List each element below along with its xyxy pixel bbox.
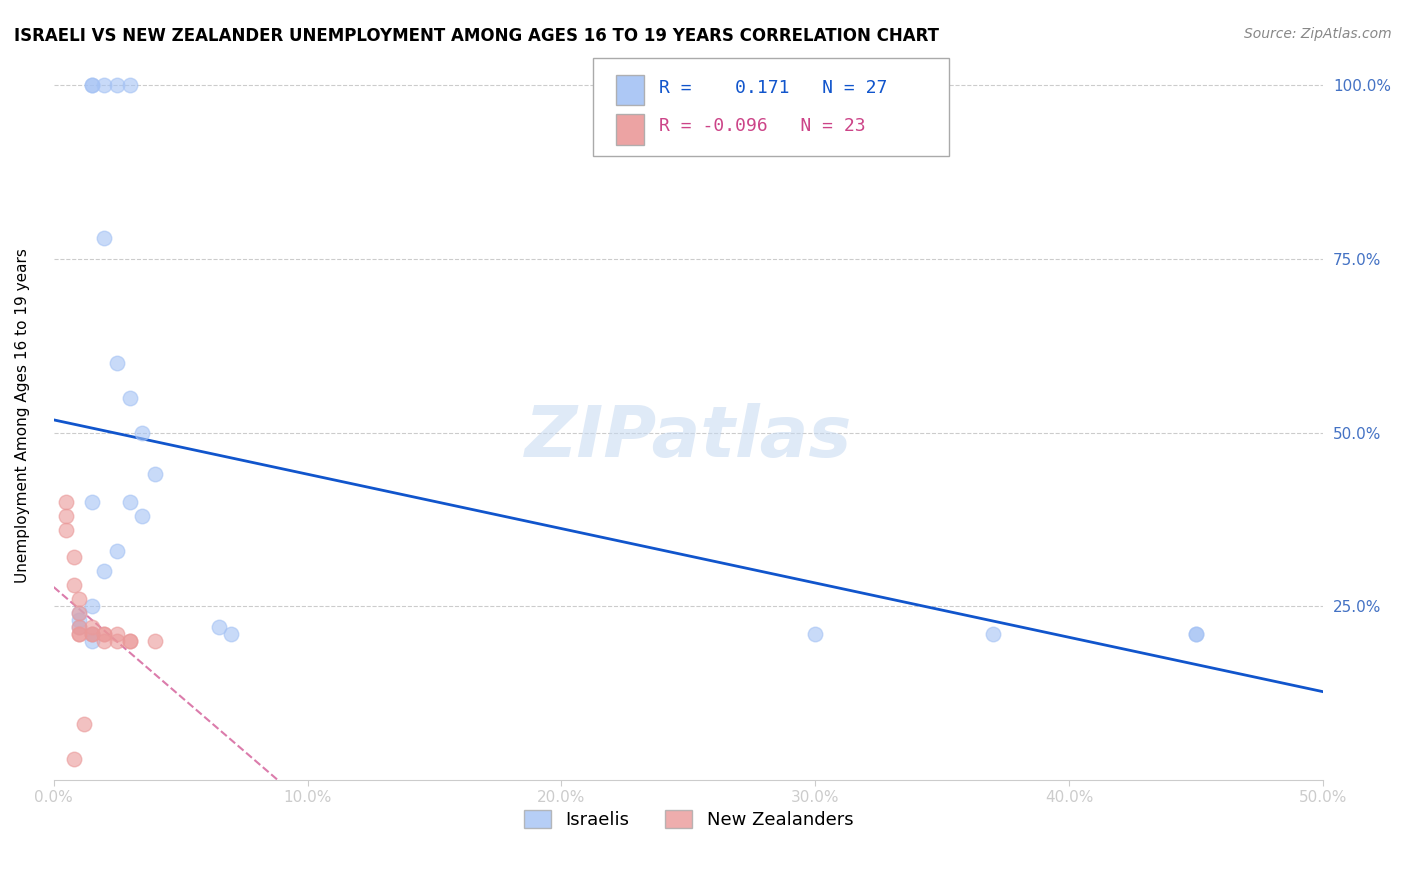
Point bbox=[63, 752, 86, 766]
Point bbox=[67, 606, 90, 620]
Point bbox=[143, 633, 166, 648]
Point bbox=[131, 508, 153, 523]
Point bbox=[80, 78, 103, 93]
Point bbox=[118, 633, 141, 648]
Point bbox=[1185, 627, 1208, 641]
Point bbox=[80, 633, 103, 648]
Point bbox=[80, 620, 103, 634]
Point bbox=[63, 550, 86, 565]
Point bbox=[93, 633, 115, 648]
FancyBboxPatch shape bbox=[593, 58, 949, 156]
Point bbox=[105, 633, 128, 648]
Point bbox=[93, 627, 115, 641]
Legend: Israelis, New Zealanders: Israelis, New Zealanders bbox=[516, 803, 860, 836]
Point bbox=[118, 633, 141, 648]
Point bbox=[63, 578, 86, 592]
Point bbox=[118, 495, 141, 509]
Point bbox=[105, 78, 128, 93]
Text: Source: ZipAtlas.com: Source: ZipAtlas.com bbox=[1244, 27, 1392, 41]
Y-axis label: Unemployment Among Ages 16 to 19 years: Unemployment Among Ages 16 to 19 years bbox=[15, 248, 30, 582]
Point bbox=[208, 620, 231, 634]
Text: ISRAELI VS NEW ZEALANDER UNEMPLOYMENT AMONG AGES 16 TO 19 YEARS CORRELATION CHAR: ISRAELI VS NEW ZEALANDER UNEMPLOYMENT AM… bbox=[14, 27, 939, 45]
Point bbox=[93, 231, 115, 245]
Point bbox=[93, 565, 115, 579]
Point bbox=[804, 627, 827, 641]
Point bbox=[118, 78, 141, 93]
Point bbox=[143, 467, 166, 482]
Text: R = -0.096   N = 23: R = -0.096 N = 23 bbox=[659, 118, 866, 136]
Point bbox=[131, 425, 153, 440]
Point bbox=[67, 627, 90, 641]
Point bbox=[73, 717, 96, 731]
Point bbox=[105, 543, 128, 558]
Text: R =    0.171   N = 27: R = 0.171 N = 27 bbox=[659, 78, 887, 97]
Point bbox=[105, 627, 128, 641]
Point bbox=[67, 592, 90, 607]
Point bbox=[105, 356, 128, 370]
Point bbox=[55, 508, 77, 523]
Point bbox=[67, 620, 90, 634]
Bar bbox=[616, 114, 644, 145]
Point bbox=[80, 627, 103, 641]
Point bbox=[67, 606, 90, 620]
Point bbox=[80, 495, 103, 509]
Point bbox=[80, 78, 103, 93]
Point bbox=[80, 627, 103, 641]
Point bbox=[93, 627, 115, 641]
Point bbox=[981, 627, 1004, 641]
Point bbox=[67, 627, 90, 641]
Point bbox=[221, 627, 243, 641]
Point bbox=[80, 599, 103, 613]
Point bbox=[67, 613, 90, 627]
Point bbox=[67, 620, 90, 634]
Bar bbox=[616, 75, 644, 105]
Point bbox=[55, 523, 77, 537]
Point bbox=[80, 627, 103, 641]
Text: ZIPatlas: ZIPatlas bbox=[524, 402, 852, 472]
Point bbox=[1185, 627, 1208, 641]
Point bbox=[93, 78, 115, 93]
Point bbox=[55, 495, 77, 509]
Point bbox=[118, 391, 141, 405]
